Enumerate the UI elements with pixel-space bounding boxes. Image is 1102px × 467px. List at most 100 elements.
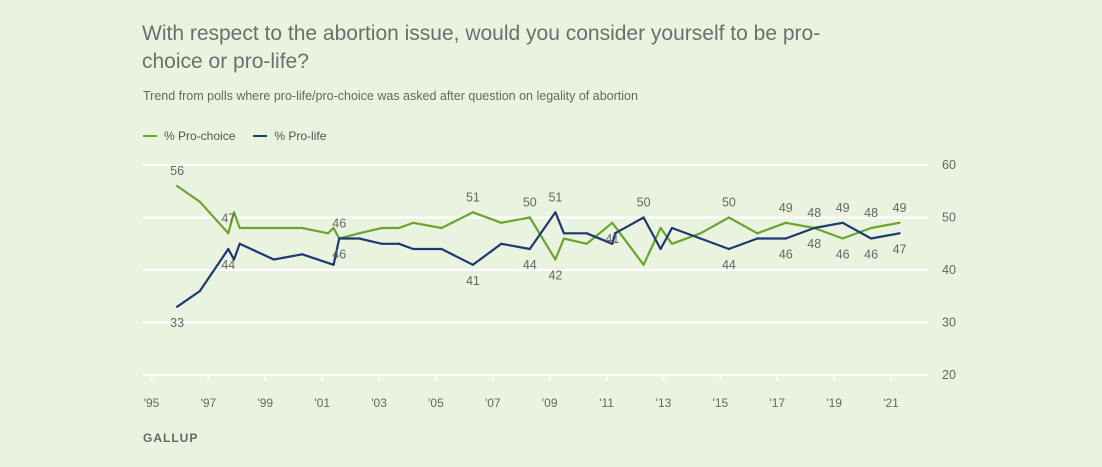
point-pro-choice — [528, 216, 531, 219]
point-pro-life — [659, 247, 662, 251]
point-pro-choice — [870, 226, 873, 230]
legend-label-pro-life: % Pro-life — [274, 129, 327, 143]
y-tick-label: 40 — [942, 263, 956, 277]
point-pro-choice — [332, 226, 335, 230]
point-pro-life — [338, 237, 341, 240]
data-label-pro-choice: 48 — [807, 206, 821, 220]
data-label-pro-choice: 49 — [893, 201, 907, 215]
point-pro-choice — [198, 200, 201, 203]
point-pro-life — [500, 242, 503, 245]
point-pro-choice — [412, 221, 415, 224]
x-tick-label: '09 — [542, 396, 558, 410]
point-pro-choice — [232, 211, 236, 214]
x-tick-label: '99 — [257, 396, 273, 410]
point-pro-choice — [727, 216, 731, 219]
data-label-pro-choice: 49 — [779, 201, 793, 215]
data-label-pro-choice: 41 — [605, 232, 619, 246]
data-label-pro-life: 44 — [523, 258, 537, 272]
point-pro-life — [301, 253, 304, 256]
point-pro-choice — [756, 232, 759, 235]
point-pro-choice — [176, 184, 179, 188]
point-pro-life — [642, 216, 645, 219]
data-label-pro-choice: 50 — [523, 196, 537, 210]
point-pro-life — [380, 242, 384, 245]
data-label-pro-life: 48 — [807, 237, 821, 251]
data-label-pro-life: 46 — [332, 248, 346, 262]
x-tick-label: '15 — [713, 396, 729, 410]
point-pro-choice — [784, 221, 787, 224]
legend: % Pro-choice % Pro-life — [143, 129, 326, 143]
point-pro-life — [176, 305, 179, 308]
data-label-pro-choice: 47 — [221, 211, 235, 225]
point-pro-life — [841, 221, 844, 224]
data-label-pro-life: 46 — [779, 248, 793, 262]
point-pro-life — [562, 232, 566, 235]
point-pro-choice — [440, 226, 443, 230]
point-pro-choice — [642, 263, 645, 266]
point-pro-choice — [841, 237, 844, 240]
data-label-pro-life: 44 — [221, 258, 235, 272]
data-label-pro-choice: 56 — [170, 164, 184, 178]
point-pro-life — [784, 237, 787, 240]
x-tick-label: '19 — [826, 396, 842, 410]
point-pro-life — [727, 247, 731, 251]
legend-swatch-pro-life — [253, 135, 268, 137]
point-pro-life — [898, 232, 901, 235]
point-pro-life — [397, 242, 401, 245]
point-pro-life — [227, 247, 230, 251]
y-tick-label: 60 — [942, 158, 956, 172]
data-label-pro-choice: 42 — [548, 269, 562, 283]
point-pro-life — [412, 247, 415, 251]
point-pro-choice — [380, 226, 384, 230]
point-pro-choice — [659, 226, 662, 230]
point-pro-choice — [554, 258, 557, 261]
point-pro-life — [554, 211, 557, 214]
x-tick-label: '05 — [428, 396, 444, 410]
y-tick-label: 50 — [942, 211, 956, 225]
y-tick-label: 30 — [942, 316, 956, 330]
data-label-pro-life: 44 — [722, 258, 736, 272]
point-pro-life — [272, 258, 275, 261]
point-pro-choice — [301, 226, 304, 230]
legend-swatch-pro-choice — [143, 135, 157, 137]
point-pro-choice — [238, 226, 241, 230]
point-pro-life — [670, 226, 674, 230]
data-label-pro-life: 51 — [548, 190, 562, 204]
x-tick-label: '21 — [883, 396, 899, 410]
data-label-pro-life: 33 — [170, 316, 184, 330]
x-tick-label: '03 — [371, 396, 387, 410]
point-pro-life — [756, 237, 759, 240]
point-pro-choice — [500, 221, 503, 224]
point-pro-choice — [326, 232, 329, 235]
data-label-pro-life: 46 — [864, 248, 878, 262]
point-pro-choice — [611, 221, 614, 224]
point-pro-life — [332, 263, 335, 266]
point-pro-choice — [562, 237, 566, 240]
data-label-pro-life: 49 — [836, 201, 850, 215]
point-pro-choice — [272, 226, 275, 230]
x-tick-label: '07 — [485, 396, 501, 410]
point-pro-life — [699, 237, 702, 240]
point-pro-life — [198, 289, 201, 293]
x-tick-label: '97 — [201, 396, 217, 410]
point-pro-life — [870, 237, 873, 240]
data-label-pro-choice: 46 — [836, 248, 850, 262]
point-pro-choice — [358, 232, 361, 235]
chart-title: With respect to the abortion issue, woul… — [142, 22, 821, 73]
x-tick-label: '01 — [314, 396, 330, 410]
x-tick-label: '13 — [656, 396, 672, 410]
point-pro-life — [471, 263, 475, 266]
x-tick-label: '11 — [599, 396, 614, 410]
point-pro-choice — [397, 226, 401, 230]
point-pro-life — [238, 242, 241, 245]
x-tick-label: '95 — [144, 396, 160, 410]
point-pro-life — [232, 258, 236, 261]
point-pro-life — [528, 247, 531, 251]
point-pro-choice — [699, 232, 702, 235]
point-pro-choice — [471, 211, 475, 214]
legend-item-pro-choice: % Pro-choice — [143, 129, 235, 143]
point-pro-choice — [585, 242, 588, 245]
source-label: GALLUP — [143, 431, 199, 445]
data-label-pro-choice: 50 — [722, 196, 736, 210]
